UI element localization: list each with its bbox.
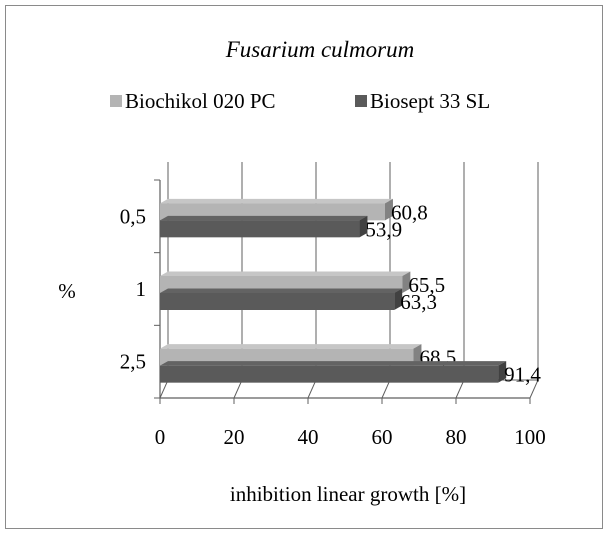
legend-swatch-biosept	[355, 95, 367, 107]
bar-end-face	[394, 288, 403, 310]
bar-top-face	[160, 271, 411, 276]
data-label: 60,8	[391, 200, 428, 224]
legend-label-biosept: Biosept 33 SL	[370, 89, 490, 113]
bar-top-face	[160, 288, 403, 293]
x-tick-label: 100	[514, 425, 546, 449]
data-label: 63,3	[400, 290, 437, 314]
y-tick-label: 2,5	[120, 350, 146, 374]
legend-swatch-biochikol	[110, 95, 122, 107]
bar-end-face	[384, 198, 393, 221]
y-tick-label: 1	[136, 277, 147, 301]
chart-title: Fusarium culmorum	[225, 37, 414, 62]
x-tick-label: 0	[155, 425, 166, 449]
x-tick-label: 20	[224, 425, 245, 449]
legend-label-biochikol: Biochikol 020 PC	[125, 89, 276, 113]
bar-end-face	[498, 361, 507, 383]
bar-end-face	[413, 344, 422, 366]
bar-end-face	[402, 271, 411, 293]
bar	[160, 220, 360, 238]
floor-gridline	[529, 379, 539, 399]
data-label: 53,9	[365, 217, 402, 241]
floor-gridline	[233, 379, 243, 399]
bar-top-face	[160, 361, 507, 366]
floor-gridline	[307, 379, 317, 399]
data-label: 65,5	[408, 273, 445, 297]
floor-gridline	[381, 379, 391, 399]
x-tick-label: 60	[372, 425, 393, 449]
chart-frame	[5, 5, 603, 529]
x-axis-label: inhibition linear growth [%]	[230, 482, 466, 506]
y-tick-label: 0,5	[120, 204, 146, 228]
x-tick-label: 80	[446, 425, 467, 449]
bar-top-face	[160, 215, 368, 221]
bar-top-face	[160, 198, 393, 204]
floor-gridline	[159, 379, 169, 399]
floor-gridline	[455, 379, 465, 399]
bar-top-face	[160, 344, 422, 349]
y-axis-label: %	[58, 279, 76, 303]
data-label: 91,4	[504, 363, 541, 387]
legend: Biochikol 020 PC Biosept 33 SL	[110, 89, 490, 113]
x-tick-label: 40	[298, 425, 319, 449]
bar	[160, 293, 395, 310]
bar-end-face	[359, 215, 368, 238]
bar	[160, 365, 499, 383]
